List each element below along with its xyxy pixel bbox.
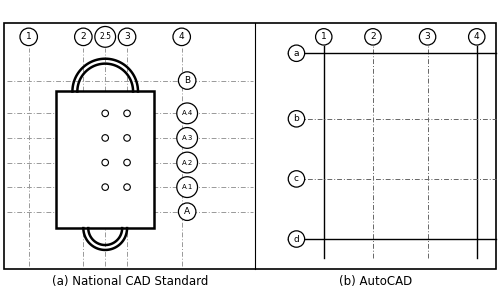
Circle shape — [95, 27, 116, 47]
Text: c: c — [294, 174, 299, 183]
Text: 1: 1 — [321, 32, 326, 41]
Text: A.1: A.1 — [182, 184, 193, 190]
Circle shape — [468, 29, 485, 45]
Text: B: B — [184, 76, 190, 85]
Circle shape — [364, 29, 381, 45]
Circle shape — [288, 171, 304, 187]
Text: A.3: A.3 — [182, 135, 193, 141]
Text: 4: 4 — [474, 32, 480, 41]
Circle shape — [118, 28, 136, 46]
Text: 3: 3 — [424, 32, 430, 41]
Circle shape — [288, 231, 304, 247]
Text: A: A — [184, 207, 190, 216]
Text: 1: 1 — [26, 32, 32, 41]
Circle shape — [124, 184, 130, 190]
Circle shape — [74, 28, 92, 46]
Circle shape — [102, 135, 108, 141]
Text: 2.5: 2.5 — [99, 32, 111, 41]
Circle shape — [173, 28, 190, 46]
Text: (b) AutoCAD: (b) AutoCAD — [339, 275, 412, 288]
Text: 3: 3 — [124, 32, 130, 41]
Bar — [56, 91, 154, 228]
Text: A.4: A.4 — [182, 110, 193, 116]
Circle shape — [178, 72, 196, 89]
Circle shape — [288, 45, 304, 61]
Circle shape — [288, 111, 304, 127]
Text: b: b — [294, 114, 300, 123]
Circle shape — [102, 110, 108, 117]
Circle shape — [177, 152, 198, 173]
Circle shape — [124, 110, 130, 117]
Circle shape — [102, 184, 108, 190]
Circle shape — [124, 159, 130, 166]
Circle shape — [124, 135, 130, 141]
Circle shape — [177, 127, 198, 148]
Text: 2: 2 — [80, 32, 86, 41]
Circle shape — [420, 29, 436, 45]
Text: A.2: A.2 — [182, 160, 193, 165]
Circle shape — [177, 177, 198, 197]
Circle shape — [177, 103, 198, 124]
Circle shape — [102, 159, 108, 166]
Circle shape — [178, 203, 196, 220]
Circle shape — [316, 29, 332, 45]
Text: a: a — [294, 49, 299, 58]
Text: d: d — [294, 235, 300, 243]
Text: (a) National CAD Standard: (a) National CAD Standard — [52, 275, 208, 288]
Text: 2: 2 — [370, 32, 376, 41]
Circle shape — [20, 28, 38, 46]
Text: 4: 4 — [179, 32, 184, 41]
